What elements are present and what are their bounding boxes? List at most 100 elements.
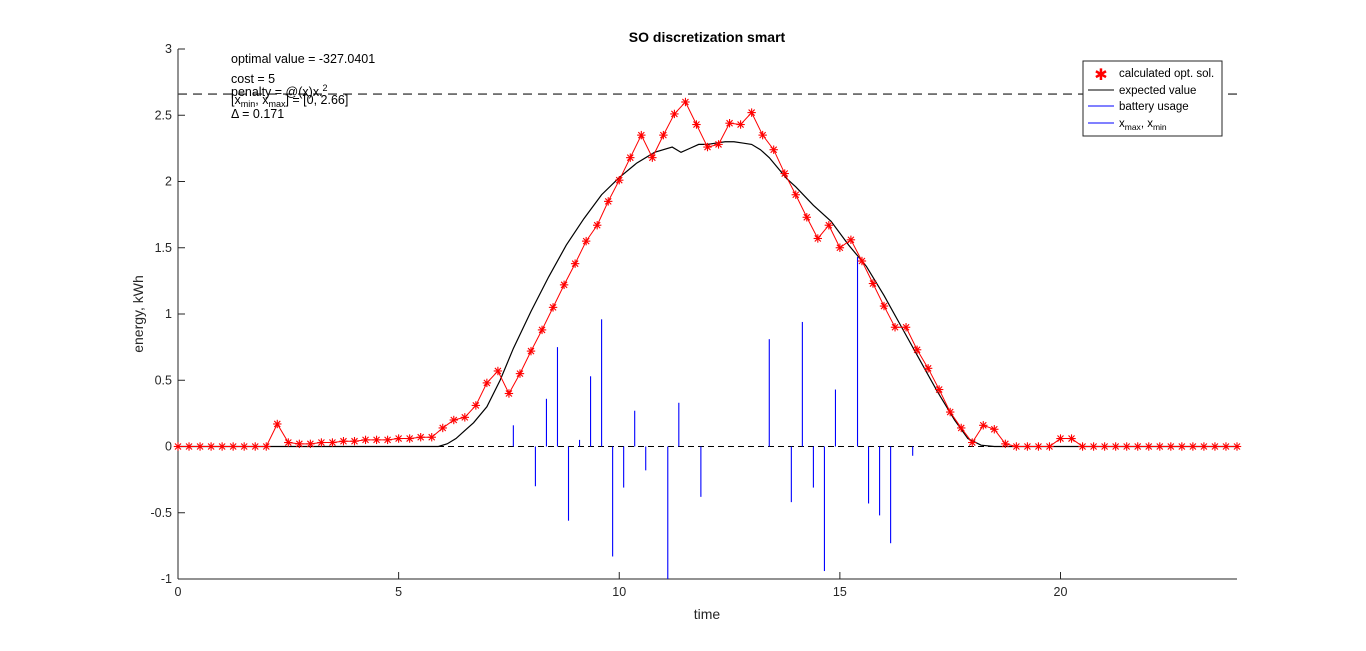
y-tick-label: 3 xyxy=(165,42,172,56)
calculated-solution-point xyxy=(990,425,999,434)
calculated-solution-point xyxy=(592,221,602,230)
calculated-solution-point xyxy=(1034,442,1043,451)
calculated-solution-point xyxy=(1056,434,1065,443)
calculated-solution-point xyxy=(1144,442,1153,451)
calculated-solution-point xyxy=(1232,442,1242,451)
calculated-solution-point xyxy=(217,442,227,451)
annotation-optimal-value: optimal value = -327.0401 xyxy=(231,52,375,66)
battery-usage-series xyxy=(512,257,914,579)
calculated-solution-point xyxy=(262,442,271,451)
calculated-solution-point xyxy=(295,439,304,449)
calculated-solution-point xyxy=(846,235,856,244)
calculated-solution-point xyxy=(195,442,205,451)
calculated-solution-point xyxy=(173,442,183,451)
calculated-solution-point xyxy=(736,120,745,129)
calculated-solution-point xyxy=(703,142,712,152)
calculated-solution-point xyxy=(879,301,889,311)
calculated-solution-point xyxy=(758,130,767,140)
calculated-solution-point xyxy=(979,421,988,430)
calculated-solution-point xyxy=(328,438,337,447)
calculated-solution-point xyxy=(681,97,690,107)
calculated-solution-point xyxy=(339,437,348,446)
calculated-solution-point xyxy=(1078,442,1087,451)
calculated-solution-point xyxy=(637,130,646,140)
calculated-solution-point xyxy=(273,419,282,429)
chart-title: SO discretization smart xyxy=(629,29,786,45)
calculated-solution-point xyxy=(912,345,922,354)
legend-label-expected: expected value xyxy=(1119,85,1196,97)
calculated-solution-point xyxy=(1199,442,1209,451)
calculated-solution-point xyxy=(714,140,723,149)
y-tick-label: -0.5 xyxy=(150,506,172,520)
calculated-solution-point xyxy=(769,145,778,154)
annotation-penalty: penalty = @(x)x.2 xyxy=(231,83,328,99)
legend-label-bounds: xmax, xmin xyxy=(1119,118,1167,132)
calculated-solution-point xyxy=(515,369,525,378)
calculated-solution-point xyxy=(405,434,414,443)
y-axis-label: energy, kWh xyxy=(130,275,146,353)
calculated-solution-point xyxy=(581,236,591,246)
calculated-solution-point xyxy=(1122,442,1131,451)
calculated-solution-point xyxy=(824,221,834,230)
calculated-solution-point xyxy=(482,378,492,388)
calculated-solution-point xyxy=(1210,442,1220,451)
calculated-solution-point xyxy=(493,366,503,376)
calculated-solution-point xyxy=(604,197,613,206)
y-tick-label: -1 xyxy=(161,572,172,586)
calculated-solution-point xyxy=(1188,442,1198,451)
x-tick-label: 15 xyxy=(833,585,847,599)
x-tick-label: 20 xyxy=(1054,585,1068,599)
calculated-solution-point xyxy=(383,435,392,445)
calculated-solution-point xyxy=(1067,434,1076,443)
y-tick-label: 1.5 xyxy=(155,241,172,255)
calculated-solution-point xyxy=(1045,442,1054,451)
calculated-solution-point xyxy=(1012,442,1021,451)
calculated-solution-point xyxy=(901,323,911,332)
axes xyxy=(177,49,1237,580)
calculated-solution-markers xyxy=(173,97,1242,451)
calculated-solution-point xyxy=(416,433,425,442)
annotation-delta: Δ = 0.171 xyxy=(231,107,284,121)
calculated-solution-point xyxy=(626,153,635,162)
calculated-solution-point xyxy=(857,256,867,266)
x-axis-label: time xyxy=(694,606,721,622)
calculated-solution-point xyxy=(648,153,657,162)
calculated-solution-point xyxy=(747,108,756,117)
calculated-solution-point xyxy=(570,259,580,268)
calculated-solution-point xyxy=(460,413,470,422)
calculated-solution-point xyxy=(427,433,436,442)
y-tick-label: 1 xyxy=(165,307,172,321)
calculated-solution-point xyxy=(438,423,447,433)
calculated-solution-point xyxy=(813,234,823,243)
calculated-solution-point xyxy=(206,442,216,451)
legend: ✱ calculated opt. sol. expected value ba… xyxy=(1082,60,1223,137)
calculated-solution-point xyxy=(1111,442,1120,451)
x-tick-label: 0 xyxy=(175,585,182,599)
calculated-solution-point xyxy=(1166,442,1176,451)
calculated-solution-point xyxy=(504,389,514,398)
y-tick-label: 0 xyxy=(165,440,172,454)
annotation-bounds: [xmin, xmax] = [0, 2.66] xyxy=(231,93,348,109)
calculated-solution-point xyxy=(945,407,955,417)
calculated-solution-point xyxy=(780,169,789,178)
legend-label-battery: battery usage xyxy=(1119,101,1189,113)
calculated-solution-point xyxy=(1100,442,1109,451)
calculated-solution-point xyxy=(317,438,326,447)
calculated-solution-point xyxy=(802,213,811,222)
calculated-solution-point xyxy=(670,109,679,119)
calculated-solution-point xyxy=(449,415,458,425)
calculated-solution-point xyxy=(537,325,547,335)
x-tick-label: 10 xyxy=(612,585,626,599)
x-tick-label: 5 xyxy=(395,585,402,599)
x-ticks: 0 5 10 15 20 xyxy=(175,572,1068,599)
calculated-solution-point xyxy=(284,438,293,447)
calculated-solution-point xyxy=(835,243,845,252)
y-tick-label: 2.5 xyxy=(155,108,172,122)
calculated-solution-point xyxy=(1089,442,1098,451)
calculated-solution-point xyxy=(957,423,966,433)
calculated-solution-point xyxy=(239,442,249,451)
calculated-solution-point xyxy=(1001,439,1010,449)
calculated-solution-point xyxy=(306,439,315,449)
calculated-solution-point xyxy=(1133,442,1142,451)
